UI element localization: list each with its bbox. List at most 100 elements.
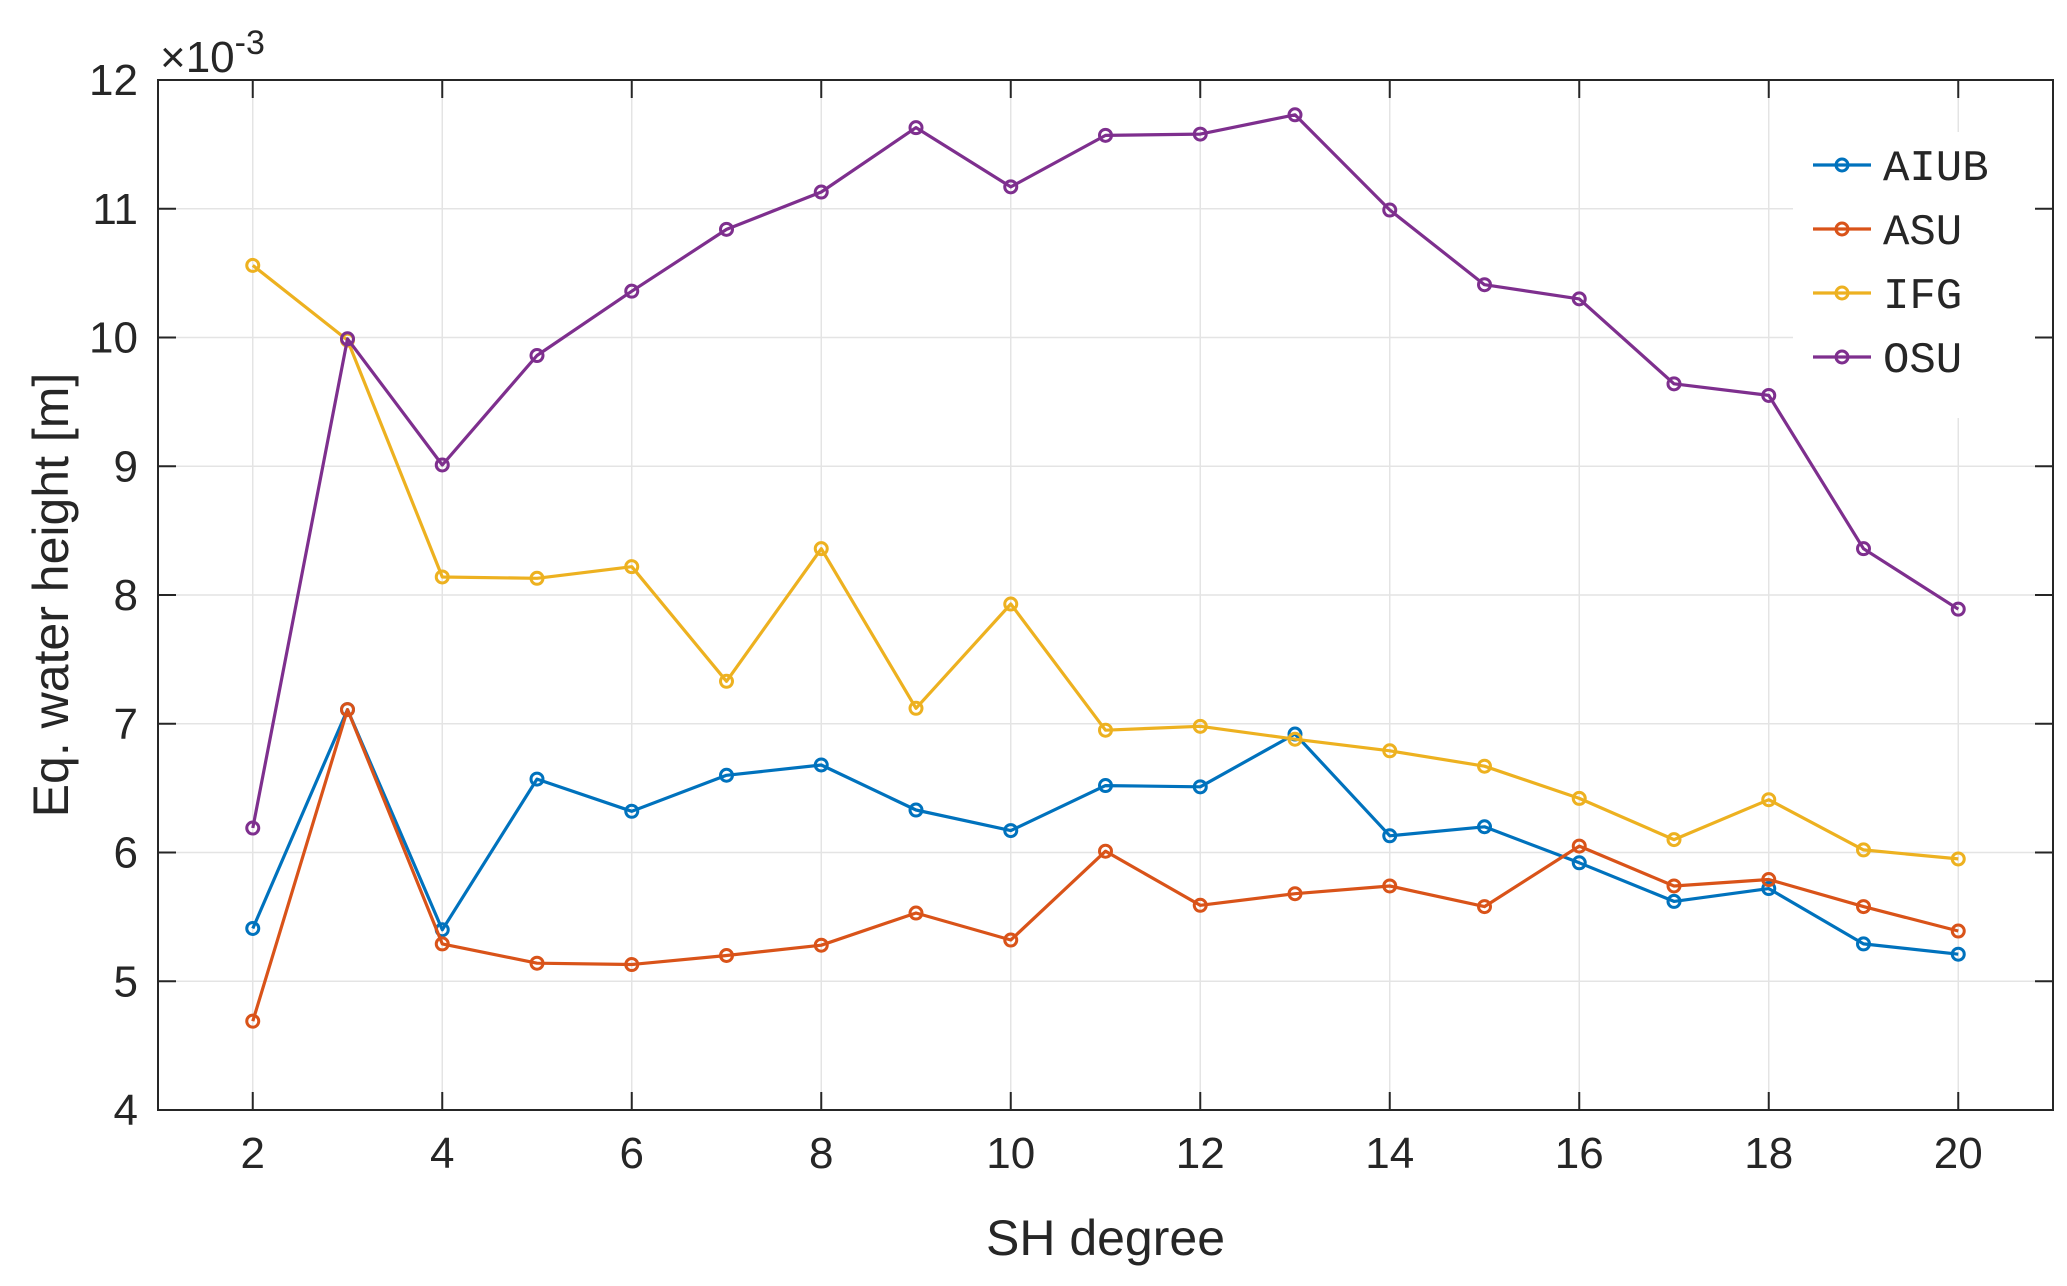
data-point [719,948,734,963]
y-exponent-label: ×10-3 [160,24,265,82]
x-tick-label: 20 [1934,1129,1983,1178]
data-point [1287,886,1303,902]
x-tick-label: 16 [1555,1129,1604,1178]
data-series [245,107,1966,1029]
data-point [529,771,545,787]
data-point [1192,718,1208,734]
data-point [1382,743,1398,759]
data-point [1192,897,1208,913]
data-point [1571,790,1587,806]
data-point [1666,832,1682,848]
y-tick-label: 8 [114,571,138,620]
data-point [813,541,829,557]
data-point [1287,731,1303,747]
data-point [1098,778,1113,794]
legend-label: ASU [1883,208,1962,258]
data-point [1666,878,1682,894]
data-point [1003,179,1019,195]
data-point [719,673,734,689]
data-point [908,120,924,136]
series-line [251,264,1959,861]
x-tick-label: 12 [1176,1129,1225,1178]
data-point [1192,126,1208,142]
data-point [1571,838,1587,854]
data-point [1666,893,1682,909]
data-point [1950,946,1966,962]
data-point [1950,851,1966,867]
data-point [1761,872,1777,888]
legend-entry-aiub: AIUB [1813,144,1989,194]
data-point [624,559,640,575]
x-tick-label: 4 [430,1129,454,1178]
data-point [1761,792,1777,808]
data-point [624,283,640,299]
x-tick-label: 2 [241,1129,265,1178]
data-point [1477,899,1492,915]
data-point [1571,291,1587,307]
series-line [251,113,1960,829]
data-point [813,184,829,200]
data-point [1477,758,1492,774]
x-tick-label: 18 [1744,1129,1793,1178]
data-point [719,221,734,237]
y-tick-label: 5 [114,957,138,1006]
data-point [1003,823,1019,839]
data-point [1856,936,1871,952]
data-point [1003,596,1019,612]
data-point [1666,376,1682,392]
data-point [1856,541,1871,557]
series-osu [245,107,1966,836]
y-tick-label: 7 [114,700,138,749]
data-point [529,348,545,364]
data-point [1098,722,1113,738]
data-point [1761,387,1777,403]
legend-label: IFG [1883,272,1962,322]
data-point [1382,202,1398,218]
data-point [908,700,924,716]
y-exponent-base: ×10 [160,33,235,82]
data-point [1950,923,1966,939]
data-point [245,920,261,936]
axis-ticks: 2 4 6 8 10 12 14 16 18 20 4 5 6 7 8 9 10 11 12 [89,56,2053,1178]
legend-box [1793,132,2035,418]
data-point [908,802,924,818]
x-tick-label: 10 [986,1129,1035,1178]
data-point [1287,107,1303,123]
data-point [1192,779,1208,795]
legend-swatch-marker [1834,221,1850,237]
data-point [529,955,545,971]
series-asu [245,702,1966,1029]
data-point [245,257,261,273]
legend-label: OSU [1883,336,1962,386]
data-point [1950,601,1966,617]
data-point [719,767,734,783]
series-line [251,707,1959,1022]
legend-swatch-marker [1834,157,1850,173]
y-exponent-power: -3 [235,24,265,62]
data-point [1477,277,1492,293]
data-point [1382,828,1398,844]
data-point [1856,899,1871,915]
legend-entry-asu: ASU [1813,208,1962,258]
legend-entry-ifg: IFG [1813,272,1962,322]
x-axis-label: SH degree [986,1210,1225,1266]
data-point [1098,843,1113,859]
data-point [340,702,355,718]
legend-swatch-marker [1834,349,1850,365]
x-tick-label: 8 [809,1129,833,1178]
data-point [624,957,640,973]
data-point [1098,127,1113,143]
legend-entry-osu: OSU [1813,336,1962,386]
data-point [340,331,355,347]
data-point [1382,878,1398,894]
data-point [434,936,450,952]
y-tick-label: 4 [114,1086,138,1135]
data-point [434,569,450,585]
data-point [1571,855,1587,871]
data-point [813,937,829,953]
data-point [908,905,924,921]
legend-swatch-marker [1834,285,1850,301]
series-line [251,707,1959,956]
